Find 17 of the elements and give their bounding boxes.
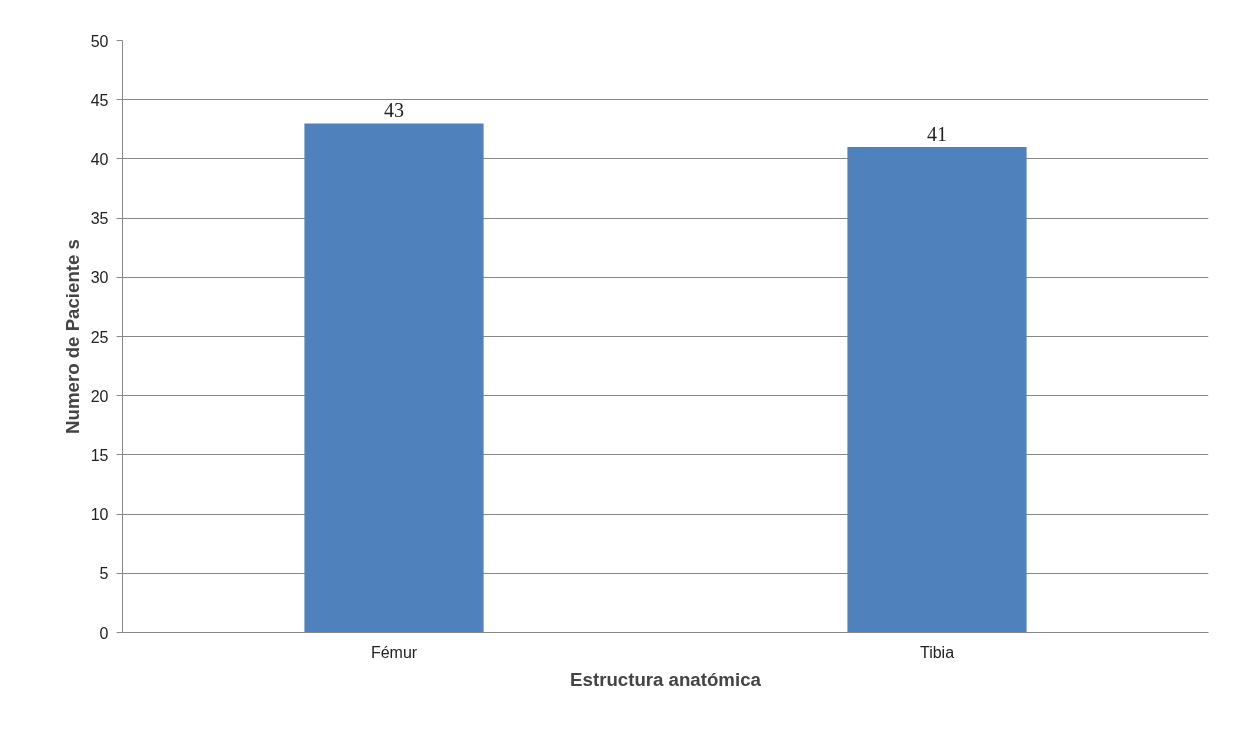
data-label: 43 — [384, 99, 404, 122]
y-tick-label: 35 — [90, 210, 109, 228]
y-tick-label: 20 — [90, 387, 109, 405]
x-axis-title: Estructura anatómica — [570, 668, 762, 690]
y-tick-label: 40 — [90, 150, 109, 168]
y-tick-label: 0 — [99, 624, 109, 642]
x-tick-label: Fémur — [370, 643, 418, 661]
y-tick-label: 10 — [90, 506, 109, 524]
y-tick-label: 50 — [90, 32, 109, 50]
data-label: 41 — [927, 123, 947, 146]
y-tick-label: 15 — [90, 446, 109, 464]
x-tick-label: Tibia — [919, 643, 955, 661]
y-tick-label: 25 — [90, 328, 109, 346]
y-axis-title: Numero de Paciente s — [61, 239, 83, 434]
y-tick-label: 30 — [90, 269, 109, 287]
y-tick-label: 45 — [90, 91, 109, 109]
y-tick-label: 5 — [99, 565, 109, 583]
